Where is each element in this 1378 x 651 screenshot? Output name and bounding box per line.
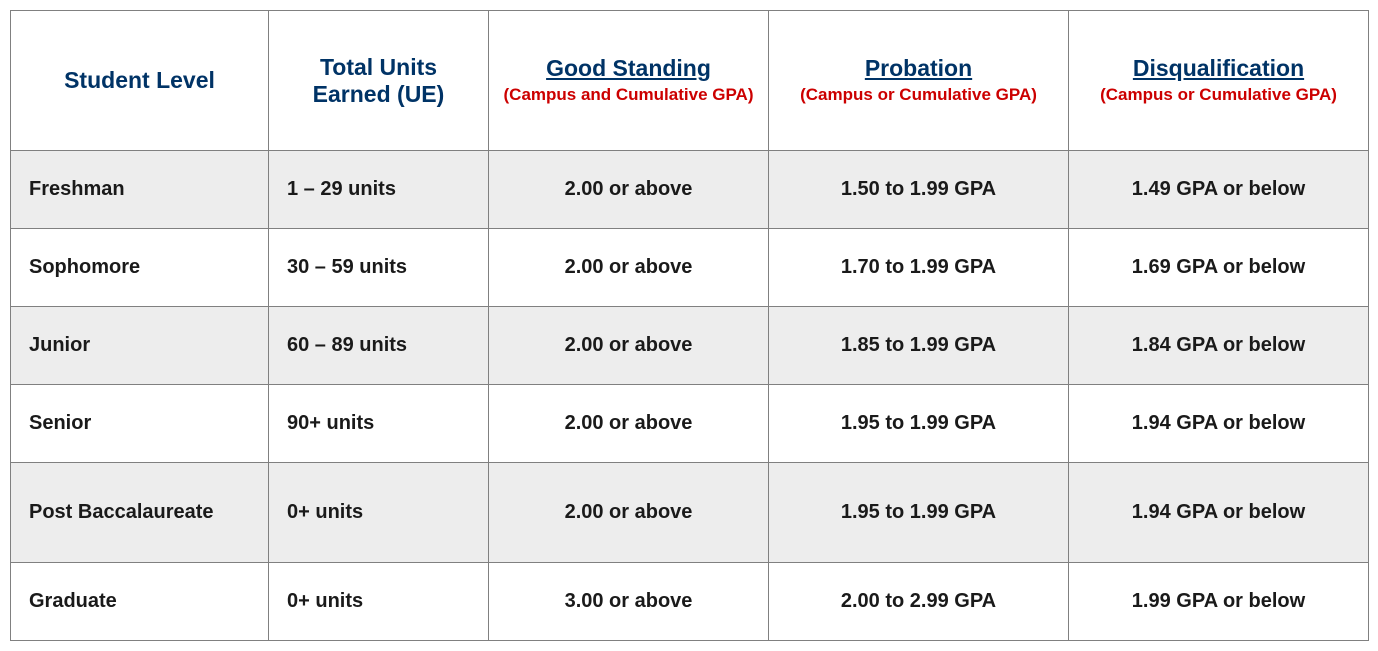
header-subtitle: (Campus and Cumulative GPA) [499,84,758,106]
cell-disqualification: 1.49 GPA or below [1069,151,1369,229]
cell-good-standing: 2.00 or above [489,307,769,385]
table-row: Junior60 – 89 units2.00 or above1.85 to … [11,307,1369,385]
cell-good-standing: 3.00 or above [489,563,769,641]
header-title: Good Standing [546,55,711,81]
cell-disqualification: 1.84 GPA or below [1069,307,1369,385]
cell-probation: 1.70 to 1.99 GPA [769,229,1069,307]
cell-disqualification: 1.94 GPA or below [1069,385,1369,463]
cell-student-level: Post Baccalaureate [11,463,269,563]
table-row: Graduate0+ units3.00 or above2.00 to 2.9… [11,563,1369,641]
cell-student-level: Freshman [11,151,269,229]
cell-disqualification: 1.99 GPA or below [1069,563,1369,641]
table-row: Senior90+ units2.00 or above1.95 to 1.99… [11,385,1369,463]
header-probation: Probation (Campus or Cumulative GPA) [769,11,1069,151]
cell-student-level: Graduate [11,563,269,641]
cell-disqualification: 1.69 GPA or below [1069,229,1369,307]
cell-student-level: Senior [11,385,269,463]
table-row: Freshman1 – 29 units2.00 or above1.50 to… [11,151,1369,229]
header-subtitle: (Campus or Cumulative GPA) [1079,84,1358,106]
cell-total-units: 1 – 29 units [269,151,489,229]
header-total-units: Total Units Earned (UE) [269,11,489,151]
cell-student-level: Junior [11,307,269,385]
cell-probation: 1.95 to 1.99 GPA [769,463,1069,563]
cell-student-level: Sophomore [11,229,269,307]
header-disqualification: Disqualification (Campus or Cumulative G… [1069,11,1369,151]
header-student-level: Student Level [11,11,269,151]
header-title: Total Units Earned (UE) [313,54,445,107]
table-row: Sophomore30 – 59 units2.00 or above1.70 … [11,229,1369,307]
cell-probation: 1.95 to 1.99 GPA [769,385,1069,463]
cell-total-units: 0+ units [269,463,489,563]
cell-total-units: 30 – 59 units [269,229,489,307]
header-title: Probation [865,55,972,81]
cell-total-units: 60 – 89 units [269,307,489,385]
table-body: Freshman1 – 29 units2.00 or above1.50 to… [11,151,1369,641]
header-subtitle: (Campus or Cumulative GPA) [779,84,1058,106]
table-row: Post Baccalaureate0+ units2.00 or above1… [11,463,1369,563]
header-good-standing: Good Standing (Campus and Cumulative GPA… [489,11,769,151]
table-header-row: Student Level Total Units Earned (UE) Go… [11,11,1369,151]
cell-disqualification: 1.94 GPA or below [1069,463,1369,563]
cell-good-standing: 2.00 or above [489,151,769,229]
cell-good-standing: 2.00 or above [489,385,769,463]
academic-standing-table: Student Level Total Units Earned (UE) Go… [10,10,1369,641]
header-title: Student Level [64,67,215,93]
cell-total-units: 90+ units [269,385,489,463]
cell-good-standing: 2.00 or above [489,463,769,563]
cell-probation: 2.00 to 2.99 GPA [769,563,1069,641]
cell-total-units: 0+ units [269,563,489,641]
cell-probation: 1.50 to 1.99 GPA [769,151,1069,229]
cell-probation: 1.85 to 1.99 GPA [769,307,1069,385]
cell-good-standing: 2.00 or above [489,229,769,307]
header-title: Disqualification [1133,55,1304,81]
